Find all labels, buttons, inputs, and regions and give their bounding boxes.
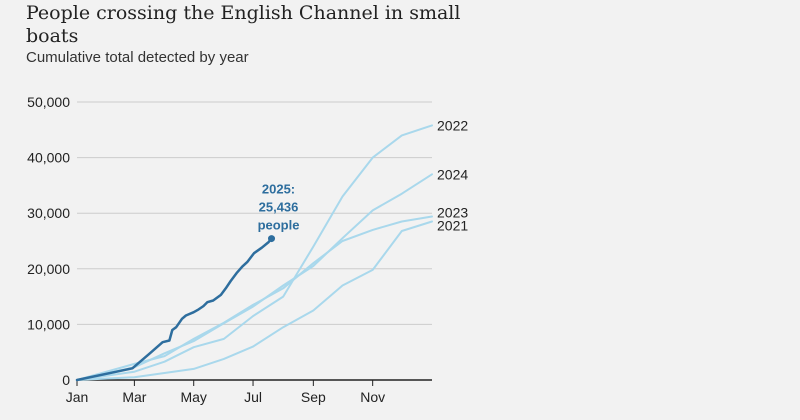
y-tick-label: 30,000 [27, 205, 70, 221]
series-line-2024 [76, 173, 433, 381]
chart-title: People crossing the English Channel in s… [26, 2, 461, 47]
y-axis-labels: 0 10,000 20,000 30,000 40,000 50,000 [27, 94, 70, 388]
series-lines [75, 124, 433, 382]
x-tick-label: May [180, 389, 206, 405]
series-line-2022 [76, 124, 433, 381]
annotation-line: 25,436 [259, 200, 299, 215]
series-line-2021 [76, 220, 433, 381]
gridlines [77, 101, 432, 325]
y-tick-label: 40,000 [27, 150, 70, 166]
x-tick-label: Mar [122, 389, 146, 405]
annotations: 2025: 25,436 people [258, 182, 300, 233]
y-tick-label: 0 [62, 372, 70, 388]
y-tick-label: 10,000 [27, 316, 70, 332]
chart-subtitle: Cumulative total detected by year [26, 49, 249, 66]
y-tick-label: 50,000 [27, 94, 70, 110]
y-tick-label: 20,000 [27, 261, 70, 277]
x-tick-label: Jan [66, 389, 89, 405]
x-tick-label: Jul [244, 389, 262, 405]
annotation-line: people [258, 218, 300, 233]
series-label-2021: 2021 [437, 218, 468, 234]
series-label-2023: 2023 [437, 205, 468, 221]
series-label-2022: 2022 [437, 117, 468, 133]
series-line-2025 [75, 237, 273, 382]
annotation-line: 2025: [262, 182, 295, 197]
x-axis: Jan Mar May Jul Sep Nov [66, 379, 432, 405]
series-line-2023 [76, 215, 433, 381]
series-labels: 2021 2022 2023 2024 [437, 117, 468, 233]
x-tick-label: Nov [360, 389, 385, 405]
series-endpoint-2025 [268, 235, 276, 243]
x-tick-label: Sep [301, 389, 326, 405]
series-label-2024: 2024 [437, 166, 468, 182]
